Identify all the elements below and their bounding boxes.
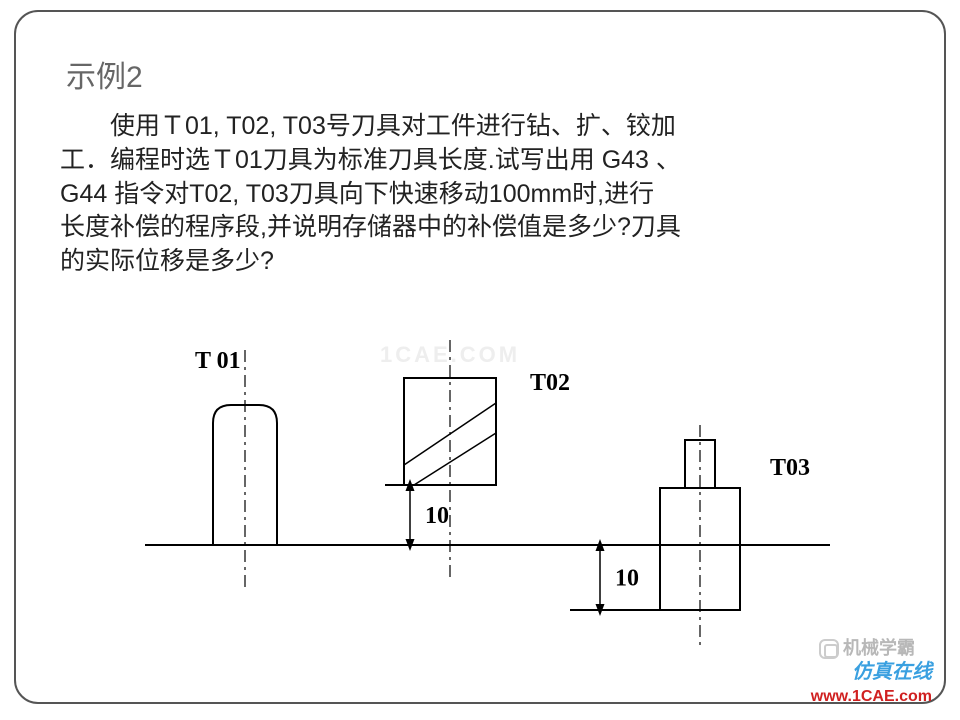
watermark-url: www.1CAE.com: [811, 688, 932, 706]
slide-title: 示例2: [66, 52, 143, 96]
svg-text:T03: T03: [770, 455, 810, 481]
text-line: 使用Ｔ01, T02, T03号刀具对工件进行钻、扩、铰加: [110, 112, 676, 140]
svg-text:T 01: T 01: [195, 348, 241, 374]
svg-text:10: 10: [615, 566, 639, 592]
watermark-brand: 仿真在线: [852, 655, 932, 684]
svg-text:10: 10: [425, 503, 449, 529]
text-line: 长度补偿的程序段,并说明存储器中的补偿值是多少?刀具: [60, 213, 681, 241]
wechat-icon: [819, 639, 839, 659]
text-line: 工．编程时选Ｔ01刀具为标准刀具长度.试写出用 G43 、: [60, 146, 681, 174]
text-line: 的实际位移是多少?: [60, 247, 274, 275]
text-line: G44 指令对T02, T03刀具向下快速移动100mm时,进行: [60, 180, 654, 208]
problem-text: 使用Ｔ01, T02, T03号刀具对工件进行钻、扩、铰加 工．编程时选Ｔ01刀…: [60, 110, 900, 279]
tool-diagram: T 01 10 T02 10 T03: [100, 330, 860, 660]
svg-text:T02: T02: [530, 370, 570, 396]
